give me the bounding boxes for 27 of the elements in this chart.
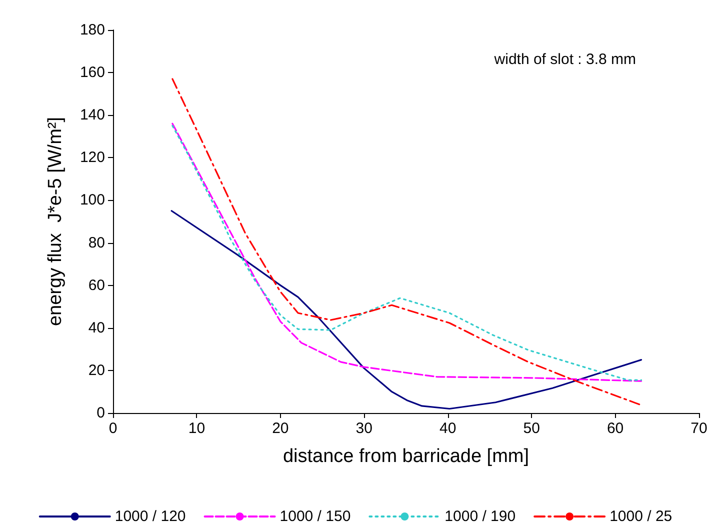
x-axis-title: distance from barricade [mm] bbox=[282, 446, 530, 467]
x-tick-label: 40 bbox=[440, 420, 456, 437]
legend-label: 1000 / 120 bbox=[114, 508, 186, 525]
legend-label: 1000 / 190 bbox=[444, 508, 516, 525]
y-tick-label: 140 bbox=[80, 106, 105, 124]
x-tick-label: 0 bbox=[108, 420, 118, 437]
line-series bbox=[172, 78, 640, 406]
y-tick-label: 120 bbox=[80, 149, 105, 166]
y-tick-label: 160 bbox=[80, 64, 105, 82]
y-tick-label: 60 bbox=[88, 276, 105, 294]
x-tick-label: 10 bbox=[188, 420, 206, 437]
y-axis-title: energy flux J*e-5 [W/m²] bbox=[45, 116, 66, 326]
x-tick-label: 50 bbox=[523, 420, 540, 437]
x-tick-label: 60 bbox=[606, 420, 624, 437]
y-tick-label: 100 bbox=[80, 192, 105, 209]
legend-label: 1000 / 150 bbox=[280, 508, 351, 525]
y-tick-label: 180 bbox=[80, 22, 105, 38]
x-tick-label: 20 bbox=[272, 420, 289, 437]
y-tick-label: 20 bbox=[88, 362, 105, 379]
y-tick-label: 40 bbox=[88, 319, 105, 336]
line-series bbox=[170, 210, 642, 410]
y-tick-label: 0 bbox=[96, 404, 105, 422]
annotation: width of slot : 3.8 mm bbox=[493, 51, 636, 68]
x-tick-label: 30 bbox=[356, 420, 372, 437]
y-tick-label: 80 bbox=[88, 234, 105, 252]
legend-label: 1000 / 25 bbox=[610, 508, 672, 525]
x-tick-label: 70 bbox=[690, 420, 708, 437]
